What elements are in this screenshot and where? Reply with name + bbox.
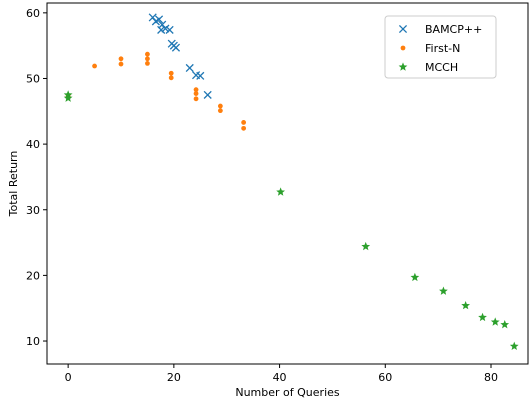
legend-item-mcch: MCCH [398, 61, 458, 74]
data-point-bamcp [165, 25, 174, 34]
y-tick-label: 20 [26, 269, 40, 282]
legend-item-bamcp: BAMCP++ [398, 23, 482, 36]
data-point-first-n [193, 91, 199, 96]
y-tick-label: 40 [26, 138, 40, 151]
data-point-mcch [478, 312, 487, 322]
legend-label: BAMCP++ [425, 23, 482, 36]
y-tick-label: 30 [26, 204, 40, 217]
legend-marker-first-n [400, 45, 406, 51]
data-point-mcch [276, 187, 285, 196]
data-point-first-n [168, 70, 174, 76]
data-point-mcch [490, 317, 500, 326]
data-point-first-n [193, 96, 199, 102]
data-point-first-n [217, 108, 223, 114]
data-point-first-n [217, 103, 223, 109]
x-tick-label: 0 [65, 371, 72, 384]
legend: BAMCP++ First-N MCCH [384, 15, 497, 79]
y-tick-label: 10 [26, 335, 40, 348]
x-tick-label: 80 [484, 371, 498, 384]
data-point-bamcp [185, 63, 194, 73]
data-point-mcch [361, 241, 371, 251]
data-point-mcch [500, 320, 510, 329]
data-point-first-n [118, 56, 124, 62]
data-point-mcch [410, 272, 420, 282]
x-tick-label: 20 [167, 371, 181, 384]
legend-box [384, 15, 497, 79]
data-point-bamcp [203, 90, 212, 99]
x-tick-label: 40 [273, 371, 287, 384]
legend-item-first-n: First-N [400, 42, 460, 55]
data-point-mcch [63, 93, 73, 102]
legend-marker-bamcp [398, 24, 408, 34]
legend-label: First-N [425, 42, 460, 55]
x-axis-label: Number of Queries [235, 386, 340, 399]
y-tick-label: 50 [26, 72, 40, 85]
data-point-first-n [145, 51, 150, 57]
data-point-mcch [509, 341, 519, 350]
data-point-bamcp [171, 43, 181, 52]
data-point-first-n [168, 75, 174, 81]
data-point-first-n [145, 56, 150, 62]
data-point-first-n [241, 125, 247, 131]
data-point-first-n [145, 60, 150, 66]
y-tick-label: 60 [26, 7, 40, 20]
x-tick-label: 60 [378, 371, 392, 384]
data-point-first-n [92, 63, 97, 69]
data-point-bamcp [196, 71, 205, 80]
series-bamcp [148, 13, 212, 99]
data-point-first-n [118, 61, 124, 67]
data-point-bamcp [154, 15, 164, 24]
legend-marker-mcch [398, 62, 408, 71]
y-axis-label: Total Return [7, 151, 20, 218]
legend-label: MCCH [425, 61, 458, 74]
data-point-mcch [439, 286, 448, 295]
series-mcch [63, 90, 519, 350]
data-point-first-n [193, 87, 199, 93]
data-point-mcch [461, 300, 470, 310]
data-point-first-n [241, 120, 247, 125]
